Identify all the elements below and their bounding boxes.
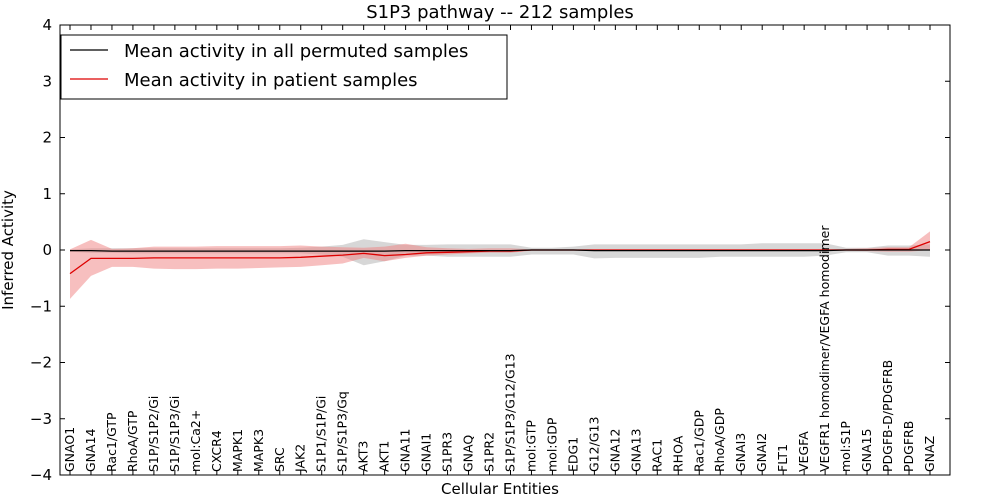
legend-label-permuted: Mean activity in all permuted samples: [124, 41, 468, 62]
x-tick-label: AKT1: [377, 441, 392, 472]
x-tick-label: RHOA: [670, 435, 685, 472]
y-tick-label: −1: [30, 297, 52, 315]
x-tick-label: RhoA/GDP: [712, 408, 727, 472]
x-tick-label: GNAZ: [922, 436, 937, 472]
y-tick-label: 3: [42, 72, 52, 90]
x-tick-label: GNA13: [628, 429, 643, 473]
x-tick-label: mol:GTP: [524, 420, 539, 472]
x-tick-label: MAPK1: [230, 429, 245, 472]
x-axis: GNAO1 GNA14 Rac1/GTP RhoA/GTP S1P/S1P2/Gi S1P…: [62, 25, 937, 475]
x-tick-label: PDGFB-D/PDGFRB: [880, 360, 895, 472]
x-tick-label: S1P/S1P3/G12/G13: [503, 353, 518, 472]
x-tick-label: mol:S1P: [838, 421, 853, 472]
x-tick-label: GNAI3: [733, 433, 748, 472]
band-patient: [70, 231, 930, 299]
x-tick-label: RhoA/GTP: [125, 410, 140, 472]
y-axis-label: Inferred Activity: [0, 190, 17, 310]
x-tick-label: GNAO1: [62, 427, 77, 472]
x-tick-label: S1PR2: [482, 432, 497, 472]
x-axis-label: Cellular Entities: [441, 480, 559, 498]
x-tick-label: S1P1/S1P/Gi: [314, 396, 329, 472]
x-tick-label: GNAI2: [754, 433, 769, 472]
legend-label-patient: Mean activity in patient samples: [124, 70, 418, 91]
x-tick-label: FLT1: [775, 444, 790, 472]
y-tick-label: −2: [30, 354, 52, 372]
x-tick-label: Rac1/GTP: [104, 412, 119, 472]
x-tick-label: GNA14: [83, 428, 98, 472]
x-tick-label: RAC1: [649, 439, 664, 472]
y-tick-label: 4: [42, 16, 52, 34]
x-tick-label: S1P/S1P3/Gi: [167, 396, 182, 472]
x-tick-label: VEGFA: [796, 431, 811, 472]
x-tick-label: S1P/S1P2/Gi: [146, 396, 161, 472]
x-tick-label: CXCR4: [209, 430, 224, 472]
confidence-bands: [70, 231, 930, 299]
y-tick-label: 1: [42, 185, 52, 203]
series-lines: [69, 240, 931, 275]
y-tick-label: −4: [30, 466, 52, 484]
x-tick-label: G12/G13: [586, 417, 601, 472]
x-tick-label: VEGFR1 homodimer/VEGFA homodimer: [817, 225, 832, 472]
y-axis: −4 −3 −2 −1 0 1 2 3 4: [30, 16, 950, 484]
chart-title: S1P3 pathway -- 212 samples: [366, 2, 634, 23]
legend-box: [60, 34, 508, 100]
x-tick-label: AKT3: [356, 441, 371, 472]
x-tick-label: GNAQ: [461, 435, 476, 472]
x-tick-label: GNA12: [607, 429, 622, 473]
x-tick-label: JAK2: [293, 444, 308, 473]
x-tick-label: mol:GDP: [544, 417, 559, 472]
x-tick-label: SRC: [272, 447, 287, 472]
y-tick-label: −3: [30, 410, 52, 428]
x-tick-label: GNA15: [859, 429, 874, 473]
y-tick-label: 0: [42, 241, 52, 259]
y-tick-label: 2: [42, 129, 52, 147]
line-permuted: [70, 249, 930, 252]
x-tick-label: Rac1/GDP: [691, 410, 706, 472]
x-tick-label: EDG1: [565, 437, 580, 472]
x-tick-label: PDGFRB: [901, 421, 916, 472]
x-tick-label: MAPK3: [251, 429, 266, 472]
legend: Mean activity in all permuted samples Me…: [60, 34, 508, 100]
x-tick-label: S1PR3: [440, 432, 455, 472]
x-tick-label: GNAI1: [419, 433, 434, 472]
x-tick-label: mol:Ca2+: [188, 410, 203, 472]
x-tick-label: GNA11: [398, 429, 413, 473]
x-tick-label: S1P/S1P3/Gq: [335, 391, 350, 472]
